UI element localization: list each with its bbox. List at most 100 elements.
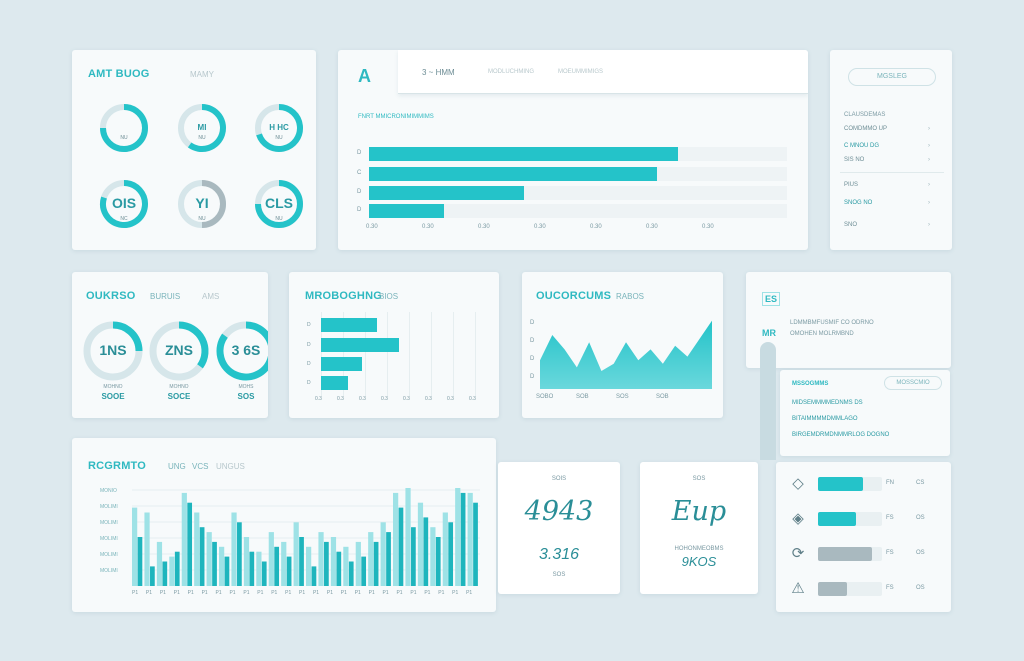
- donut-caption-2: SOOE: [101, 392, 125, 401]
- grid-line: [409, 312, 410, 396]
- donut-caption-1: MOHNO: [103, 384, 123, 390]
- gauge-ring: [178, 180, 226, 228]
- x-tick: P1: [229, 590, 235, 596]
- side-list-button[interactable]: MGSLEG: [848, 68, 936, 86]
- bar-light: [330, 537, 337, 586]
- x-tick: P1: [396, 590, 402, 596]
- bar: [818, 582, 847, 596]
- bar-light: [306, 546, 312, 586]
- gauge-arc: [256, 104, 303, 152]
- bar-dark: [348, 561, 354, 586]
- x-tick: 0.3: [425, 396, 432, 402]
- bar-light: [393, 492, 399, 586]
- donut-caption-2: SOCE: [167, 392, 191, 401]
- donuts-tag: AMS: [202, 292, 220, 301]
- donuts-card: OUKRSO BURUIS AMS 1NS MOHNO SOOE ZNS MOHNO SO…: [72, 272, 268, 418]
- messages-row-2: OMOHEN MOLRMBND: [790, 331, 854, 337]
- bar-light: [442, 512, 448, 586]
- x-tick: P1: [216, 590, 222, 596]
- area-subtitle: RABOS: [616, 292, 645, 301]
- bar-dark: [311, 566, 317, 586]
- bar: [818, 547, 872, 561]
- bar-dark: [423, 517, 429, 586]
- bar-dark: [361, 556, 367, 586]
- x-tick: P1: [327, 590, 333, 596]
- bar: [818, 477, 863, 491]
- gauge-label: MI: [197, 123, 207, 132]
- x-tick: 0.3: [403, 396, 410, 402]
- gauge-sub: NU: [198, 135, 206, 141]
- stat-2-value: Eup: [671, 496, 727, 527]
- gauge-sub: NC: [120, 216, 128, 222]
- x-tick: SOS: [616, 394, 629, 400]
- x-tick: 0.3: [447, 396, 454, 402]
- progress-subtitle: BIOS: [379, 292, 399, 301]
- stat-1-value: 4943: [524, 496, 594, 527]
- donut-value: ZNS: [165, 342, 193, 358]
- x-tick: P1: [466, 590, 472, 596]
- bar-dark: [473, 502, 478, 586]
- bar-track: [369, 204, 787, 218]
- bar-light: [380, 522, 386, 586]
- x-tick: 0.30: [366, 224, 378, 230]
- gauge: YI NU: [176, 178, 228, 230]
- side-list-header: CLAUSDEMAS: [844, 112, 886, 118]
- tab-2[interactable]: MODLUCHMING: [488, 69, 534, 75]
- bar-dark: [286, 556, 292, 586]
- x-tick: 0.3: [359, 396, 366, 402]
- grid-line: [343, 312, 344, 396]
- x-tick: P1: [243, 590, 249, 596]
- bar-light: [256, 551, 262, 586]
- donut-value: 1NS: [99, 342, 127, 358]
- y-tick: MONIO: [100, 488, 117, 494]
- x-tick: 0.30: [646, 224, 658, 230]
- y-tick: MOLIMI: [100, 536, 118, 542]
- tab-3[interactable]: MOEUMMIMIGS: [558, 69, 603, 75]
- notification-item: BITAIMMMMDMMLAGO: [792, 416, 858, 422]
- bar-light: [219, 546, 225, 586]
- y-tick: MOLIMI: [100, 552, 118, 558]
- bar: [321, 376, 348, 390]
- grid-line: [321, 312, 322, 396]
- bar-chart-card: A 3 ~ HMM MODLUCHMING MOEUMMIMIGS FNRT M…: [338, 50, 808, 250]
- donut-caption-2: SOS: [237, 392, 255, 401]
- vbar-title: RCGRMTO: [88, 460, 147, 472]
- vbar-subtitle-1: UNG: [168, 462, 186, 471]
- bar-label: D: [357, 207, 362, 213]
- vbar-card: RCGRMTO UNG VCS UNGUS MONIO MOLIMI MOLIMI M…: [72, 438, 496, 612]
- side-list-item: SIS NO: [844, 157, 865, 163]
- bar-dark: [237, 522, 242, 586]
- bar-light: [268, 532, 274, 586]
- bar-dark: [448, 522, 454, 586]
- tab-bar: 3 ~ HMM MODLUCHMING MOEUMMIMIGS: [398, 50, 808, 94]
- x-tick: P1: [313, 590, 319, 596]
- gauge: CLS NU: [253, 178, 305, 230]
- bar-light: [293, 522, 299, 586]
- icon-list-card: ◇ FN CS ◈ FS OS ⟳ FS OS ⚠ FS OS: [776, 462, 951, 612]
- item-value-2: OS: [916, 550, 925, 556]
- chevron-icon: ›: [928, 143, 930, 149]
- item-value-1: FS: [886, 515, 894, 521]
- bar-light: [467, 492, 473, 586]
- notification-item: BIRGEMDRMDNMMRLOG DOGNO: [792, 432, 890, 438]
- x-tick: 0.30: [422, 224, 434, 230]
- y-tick: D: [530, 338, 535, 344]
- gauge: H HC NU: [253, 102, 305, 154]
- bar-light: [368, 532, 374, 586]
- bar-label: C: [357, 170, 362, 176]
- gauge-ring: [255, 104, 303, 152]
- tab-active[interactable]: 3 ~ HMM: [422, 68, 455, 77]
- stat-2-label: SOS: [692, 476, 706, 482]
- gauge-arc: [255, 180, 303, 228]
- progress-card: MROBOGHNG BIOS D D D D 0.3 0.3 0.3 0.3 0.3 0.3 0.3…: [289, 272, 499, 418]
- side-list-item: SNO: [844, 222, 858, 228]
- bar-dark: [150, 566, 155, 586]
- bar-dark: [174, 551, 180, 586]
- chevron-icon: ›: [928, 222, 930, 228]
- x-tick: P1: [285, 590, 291, 596]
- gauge-arc: [100, 104, 148, 152]
- x-tick: 0.30: [534, 224, 546, 230]
- bar-label: D: [307, 380, 311, 386]
- bar: [369, 186, 524, 200]
- notifications-button[interactable]: MOSSCMIO: [884, 376, 942, 390]
